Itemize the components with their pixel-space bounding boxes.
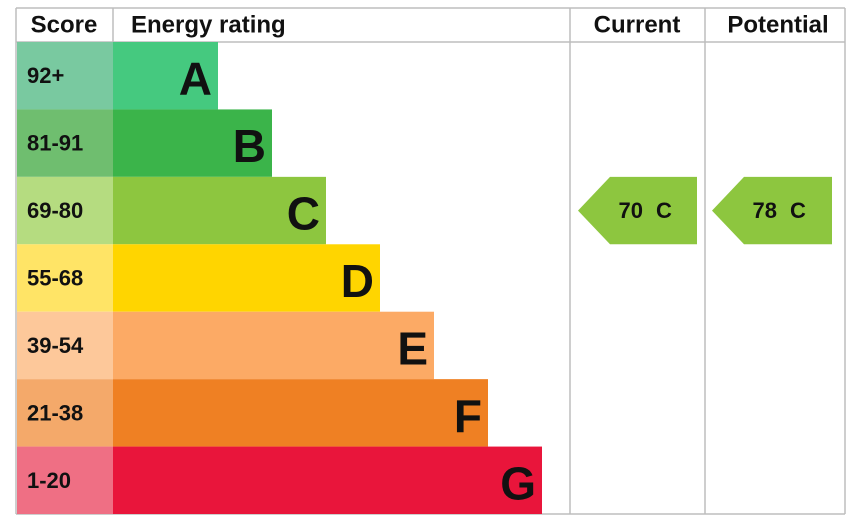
- band-letter: G: [500, 457, 536, 509]
- rating-bar: [113, 379, 488, 447]
- score-label: 81-91: [27, 131, 83, 156]
- band-letter: A: [179, 53, 212, 105]
- potential-letter: C: [790, 198, 806, 223]
- score-label: 39-54: [27, 333, 84, 358]
- current-value: 70: [619, 198, 643, 223]
- rating-bar: [113, 109, 272, 177]
- score-cell: [17, 244, 113, 312]
- score-cell: [17, 311, 113, 380]
- current-arrow: [578, 176, 697, 245]
- score-label: 21-38: [27, 400, 83, 425]
- rating-bar: [113, 176, 326, 245]
- rating-bar: [113, 244, 380, 312]
- score-cell: [17, 446, 113, 514]
- rating-bar: [113, 311, 434, 380]
- rating-bar: [113, 446, 542, 514]
- score-label: 69-80: [27, 198, 83, 223]
- score-cell: [17, 379, 113, 447]
- score-cell: [17, 109, 113, 177]
- score-label: 1-20: [27, 468, 71, 493]
- header-score: Score: [31, 12, 98, 39]
- current-letter: C: [656, 198, 672, 223]
- score-label: 92+: [27, 63, 64, 88]
- score-cell: [17, 42, 113, 110]
- score-cell: [17, 176, 113, 245]
- band-letter: B: [233, 120, 266, 172]
- potential-value: 78: [753, 198, 777, 223]
- header-rating: Energy rating: [131, 12, 286, 39]
- potential-arrow: [712, 176, 832, 245]
- score-label: 55-68: [27, 266, 83, 291]
- band-letter: C: [287, 188, 320, 240]
- rating-bar: [113, 42, 218, 110]
- header-current: Current: [594, 12, 681, 39]
- band-letter: E: [397, 322, 428, 374]
- band-letter: D: [341, 255, 374, 307]
- band-letter: F: [454, 390, 482, 442]
- header-potential: Potential: [727, 12, 828, 39]
